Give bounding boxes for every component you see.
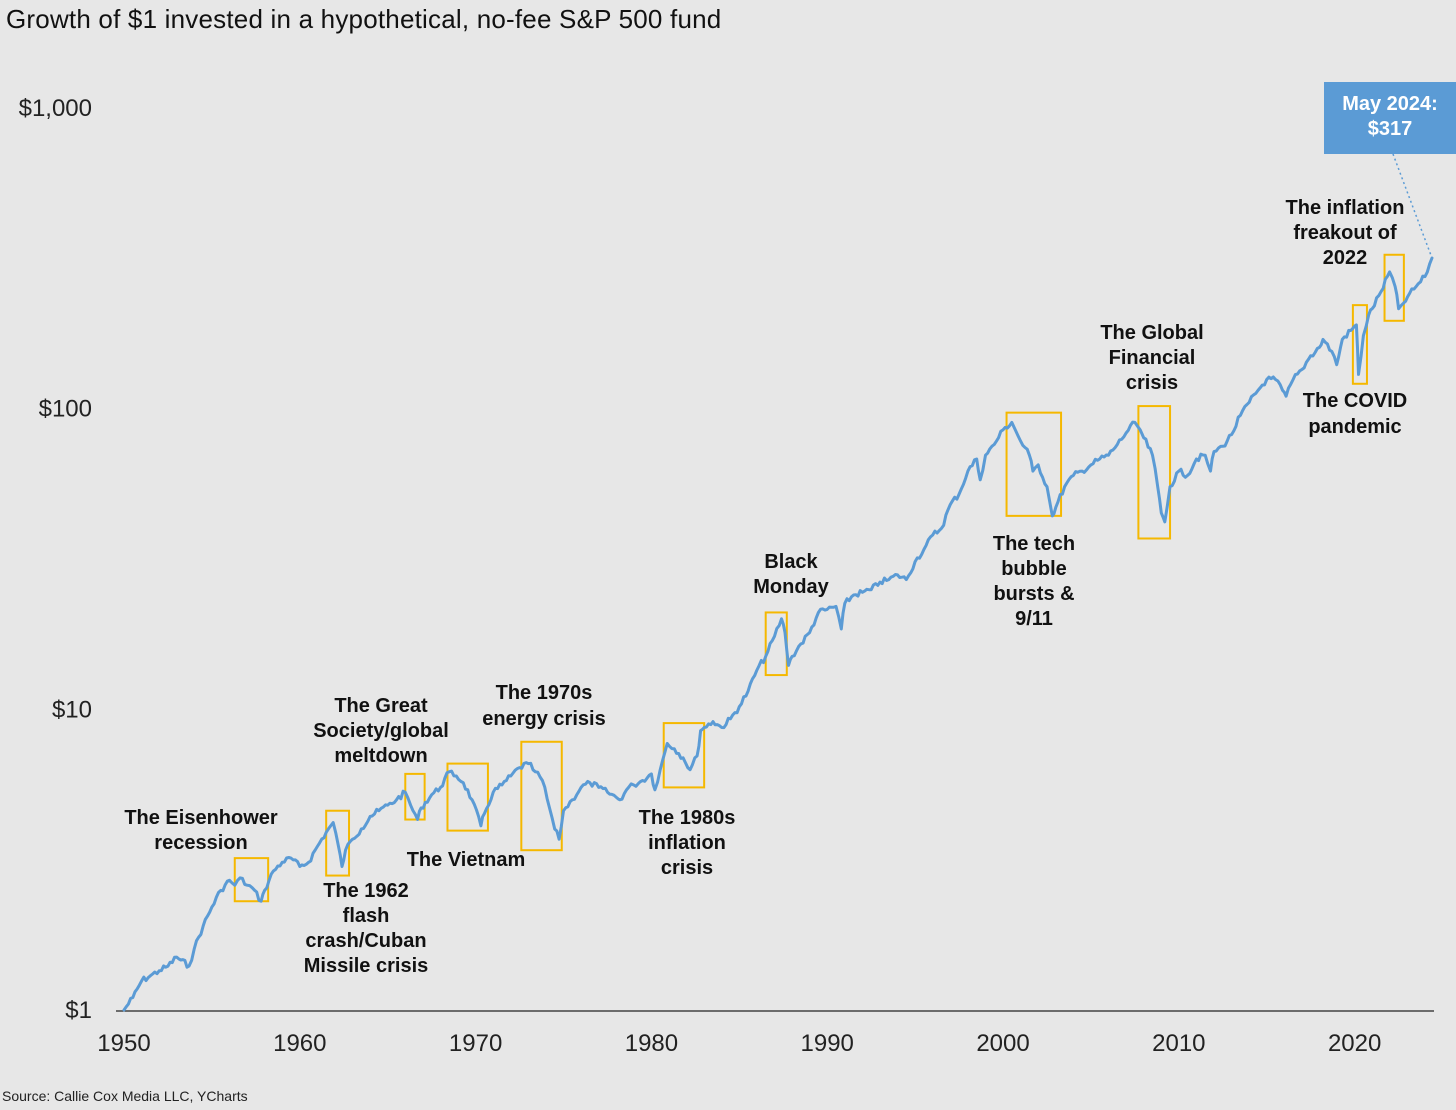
annotation-box-covid <box>1351 304 1368 385</box>
annotation-line: Financial <box>1109 347 1196 369</box>
x-tick-label: 1990 <box>801 1030 854 1057</box>
annotation-label-great_society: The Great Society/global meltdown <box>313 695 449 767</box>
annotation-label-vietnam: The Vietnam <box>407 849 526 871</box>
annotation-line: flash <box>343 905 390 927</box>
annotation-line: The 1962 <box>323 880 409 902</box>
annotation-box-great_society <box>404 772 426 821</box>
annotation-line: pandemic <box>1308 416 1401 438</box>
annotation-line: Monday <box>753 576 829 598</box>
annotation-line: The tech <box>993 533 1075 555</box>
annotation-line: The Vietnam <box>407 849 526 871</box>
annotation-line: bursts & <box>993 583 1074 605</box>
x-tick-label: 2010 <box>1152 1030 1205 1057</box>
annotation-line: energy crisis <box>482 708 605 730</box>
annotation-label-black_monday: Black Monday <box>753 551 829 598</box>
annotation-line: recession <box>154 832 247 854</box>
callout-label: May 2024: $317 <box>1342 93 1438 140</box>
annotation-line: The Great <box>334 695 428 717</box>
callout-line: May 2024: <box>1342 93 1438 115</box>
y-tick-label: $100 <box>39 396 92 423</box>
annotation-label-inflation2022: The inflation freakout of 2022 <box>1286 197 1405 269</box>
annotation-label-inflation1980s: The 1980s inflation crisis <box>639 807 736 879</box>
annotation-label-eisenhower: The Eisenhower recession <box>124 807 278 854</box>
annotation-line: bubble <box>1001 558 1067 580</box>
series-line <box>122 256 1434 1012</box>
callout-box <box>1324 82 1456 154</box>
callout-line: $317 <box>1368 118 1413 140</box>
annotation-line: The Global <box>1100 322 1203 344</box>
y-tick-label: $10 <box>52 696 92 723</box>
annotation-line: The COVID <box>1303 390 1407 412</box>
callout: May 2024: $317 <box>1324 82 1456 259</box>
annotation-line: Society/global <box>313 720 449 742</box>
annotation-line: The 1970s <box>496 682 593 704</box>
y-tick-label: $1,000 <box>19 95 92 122</box>
x-axis-ticks: 1950 1960 1970 1980 1990 2000 2010 2020 <box>97 1030 1381 1057</box>
x-tick-label: 2020 <box>1328 1030 1381 1057</box>
annotation-line: Missile crisis <box>304 955 429 977</box>
annotation-line: crisis <box>661 857 713 879</box>
annotation-box-gfc <box>1137 405 1172 540</box>
callout-leader-line <box>1392 153 1433 259</box>
source-note: Source: Callie Cox Media LLC, YCharts <box>2 1088 248 1104</box>
annotation-label-covid: The COVID pandemic <box>1303 390 1407 438</box>
x-tick-label: 1980 <box>625 1030 678 1057</box>
x-tick-label: 1950 <box>97 1030 150 1057</box>
x-tick-label: 1970 <box>449 1030 502 1057</box>
annotation-line: 9/11 <box>1015 608 1053 630</box>
annotation-labels: The Eisenhower recession The 1962 flash cras… <box>124 197 1407 977</box>
annotation-box-energy1970s <box>520 740 563 852</box>
y-tick-label: $1 <box>65 997 92 1024</box>
x-tick-label: 2000 <box>976 1030 1029 1057</box>
annotation-line: crash/Cuban <box>305 930 426 952</box>
chart-title: Growth of $1 invested in a hypothetical,… <box>6 4 722 34</box>
annotation-label-gfc: The Global Financial crisis <box>1100 322 1203 394</box>
annotation-label-tech_bubble: The tech bubble bursts & 9/11 <box>993 533 1075 630</box>
annotation-line: Black <box>764 551 818 573</box>
annotation-box-vietnam <box>446 762 489 832</box>
y-axis-ticks: $1 $10 $100 $1,000 <box>19 95 92 1024</box>
x-tick-label: 1960 <box>273 1030 326 1057</box>
annotation-line: inflation <box>648 832 726 854</box>
annotation-line: The Eisenhower <box>124 807 278 829</box>
annotation-label-energy1970s: The 1970s energy crisis <box>482 682 605 730</box>
annotation-line: meltdown <box>334 745 427 767</box>
annotation-line: crisis <box>1126 372 1178 394</box>
annotation-box-tech_bubble <box>1005 411 1063 517</box>
annotation-line: freakout of <box>1293 222 1397 244</box>
annotation-line: The 1980s <box>639 807 736 829</box>
annotation-label-flash1962: The 1962 flash crash/Cuban Missile crisis <box>304 880 429 977</box>
annotation-line: 2022 <box>1323 247 1368 269</box>
annotation-line: The inflation <box>1286 197 1405 219</box>
